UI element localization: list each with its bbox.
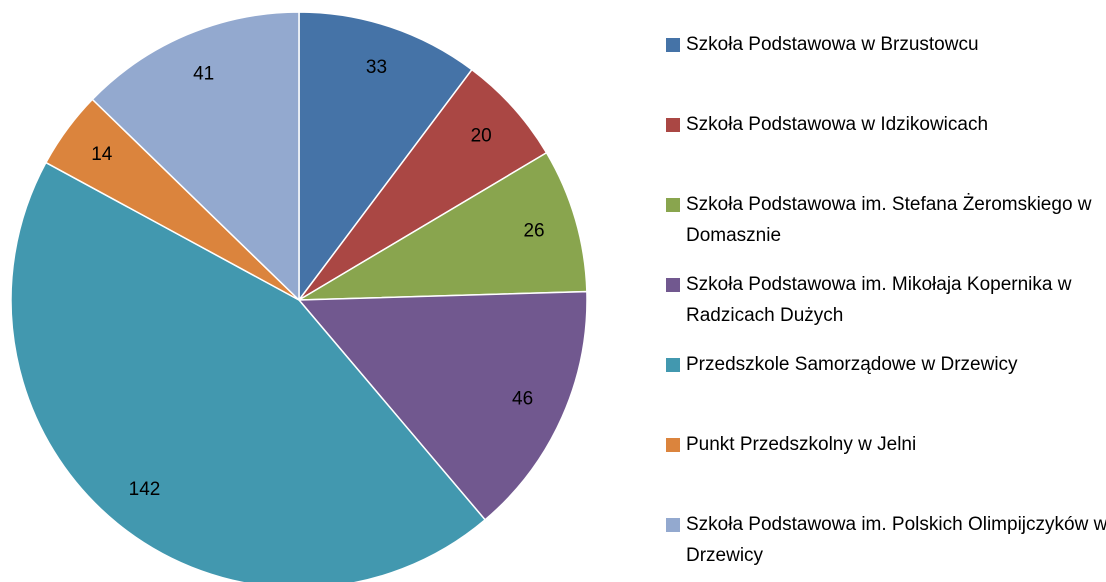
pie-slice [297, 290, 588, 521]
data-label: 14 [91, 144, 113, 165]
legend-label: Szkoła Podstawowa im. Mikołaja Kopernika… [686, 274, 1072, 326]
pie-slice [91, 11, 300, 302]
pie-slice [296, 151, 588, 301]
legend-label: Szkoła Podstawowa im. Polskich Olimpijcz… [686, 514, 1106, 566]
legend-swatch [666, 358, 680, 372]
legend-label: Punkt Przedszkolny w Jelni [686, 434, 916, 455]
legend-label: Szkoła Podstawowa im. Stefana Żeromskieg… [686, 194, 1092, 246]
legend-swatch [666, 118, 680, 132]
legend-label: Szkoła Podstawowa w Brzustowcu [686, 34, 979, 55]
data-label: 20 [471, 125, 492, 146]
pie-slice [298, 11, 473, 303]
legend-swatch [666, 438, 680, 452]
legend-swatch [666, 518, 680, 532]
data-label: 41 [193, 64, 214, 85]
data-label: 33 [366, 57, 387, 78]
legend-label: Przedszkole Samorządowe w Drzewicy [686, 354, 1018, 375]
pie-slice [10, 161, 487, 582]
legend-swatch [666, 278, 680, 292]
legend-swatch [666, 198, 680, 212]
legend-swatch [666, 38, 680, 52]
legend-label: Szkoła Podstawowa w Idzikowicach [686, 114, 988, 135]
data-label: 26 [523, 221, 544, 242]
data-label: 142 [129, 479, 161, 500]
data-label: 46 [512, 389, 533, 410]
